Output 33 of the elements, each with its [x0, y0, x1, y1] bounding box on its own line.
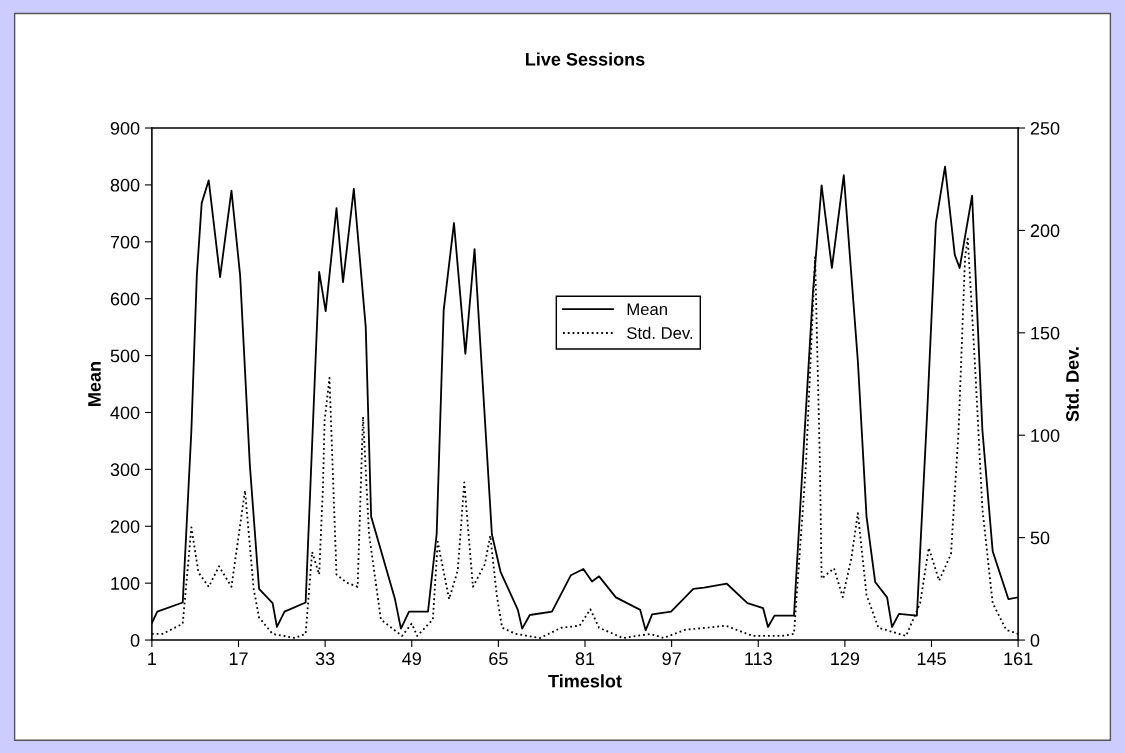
y2-tick-label: 150	[1031, 326, 1060, 340]
x-tick-label: 49	[402, 652, 421, 666]
y-tick-label: 0	[130, 633, 140, 647]
x-tick-label: 65	[489, 652, 508, 666]
x-tick-label: 145	[917, 652, 946, 666]
y-tick-label: 100	[111, 577, 140, 590]
y-tick-label: 200	[110, 520, 140, 533]
y2-tick-label: 0	[1030, 633, 1040, 647]
y2-tick-label: 50	[1030, 531, 1050, 545]
y-tick-label: 800	[110, 178, 140, 192]
legend-label: Std. Dev.	[627, 326, 693, 339]
x-tick-label: 161	[1004, 652, 1033, 666]
y-axis-title: Mean	[88, 362, 101, 406]
y-tick-label: 500	[110, 349, 140, 363]
x-tick-label: 97	[662, 652, 681, 666]
y2-tick-label: 200	[1030, 224, 1060, 238]
y2-axis-title: Std. Dev.	[1065, 347, 1079, 422]
y-tick-label: 600	[110, 292, 140, 306]
y-tick-label: 300	[110, 463, 140, 477]
y-tick-label: 400	[110, 406, 140, 420]
x-tick-label: 81	[575, 652, 595, 666]
x-tick-label: 1	[148, 652, 157, 665]
x-axis-title: Timeslot	[548, 674, 622, 688]
x-tick-label: 33	[315, 652, 335, 666]
chart-title: Live Sessions	[526, 52, 645, 66]
y-tick-label: 700	[110, 235, 140, 249]
y-tick-label: 900	[110, 121, 140, 135]
x-tick-label: 17	[229, 652, 248, 665]
x-tick-label: 113	[745, 652, 772, 666]
y2-tick-label: 100	[1031, 429, 1060, 442]
y2-tick-label: 250	[1030, 121, 1060, 135]
legend-label: Mean	[627, 303, 667, 316]
x-tick-label: 129	[831, 652, 860, 666]
